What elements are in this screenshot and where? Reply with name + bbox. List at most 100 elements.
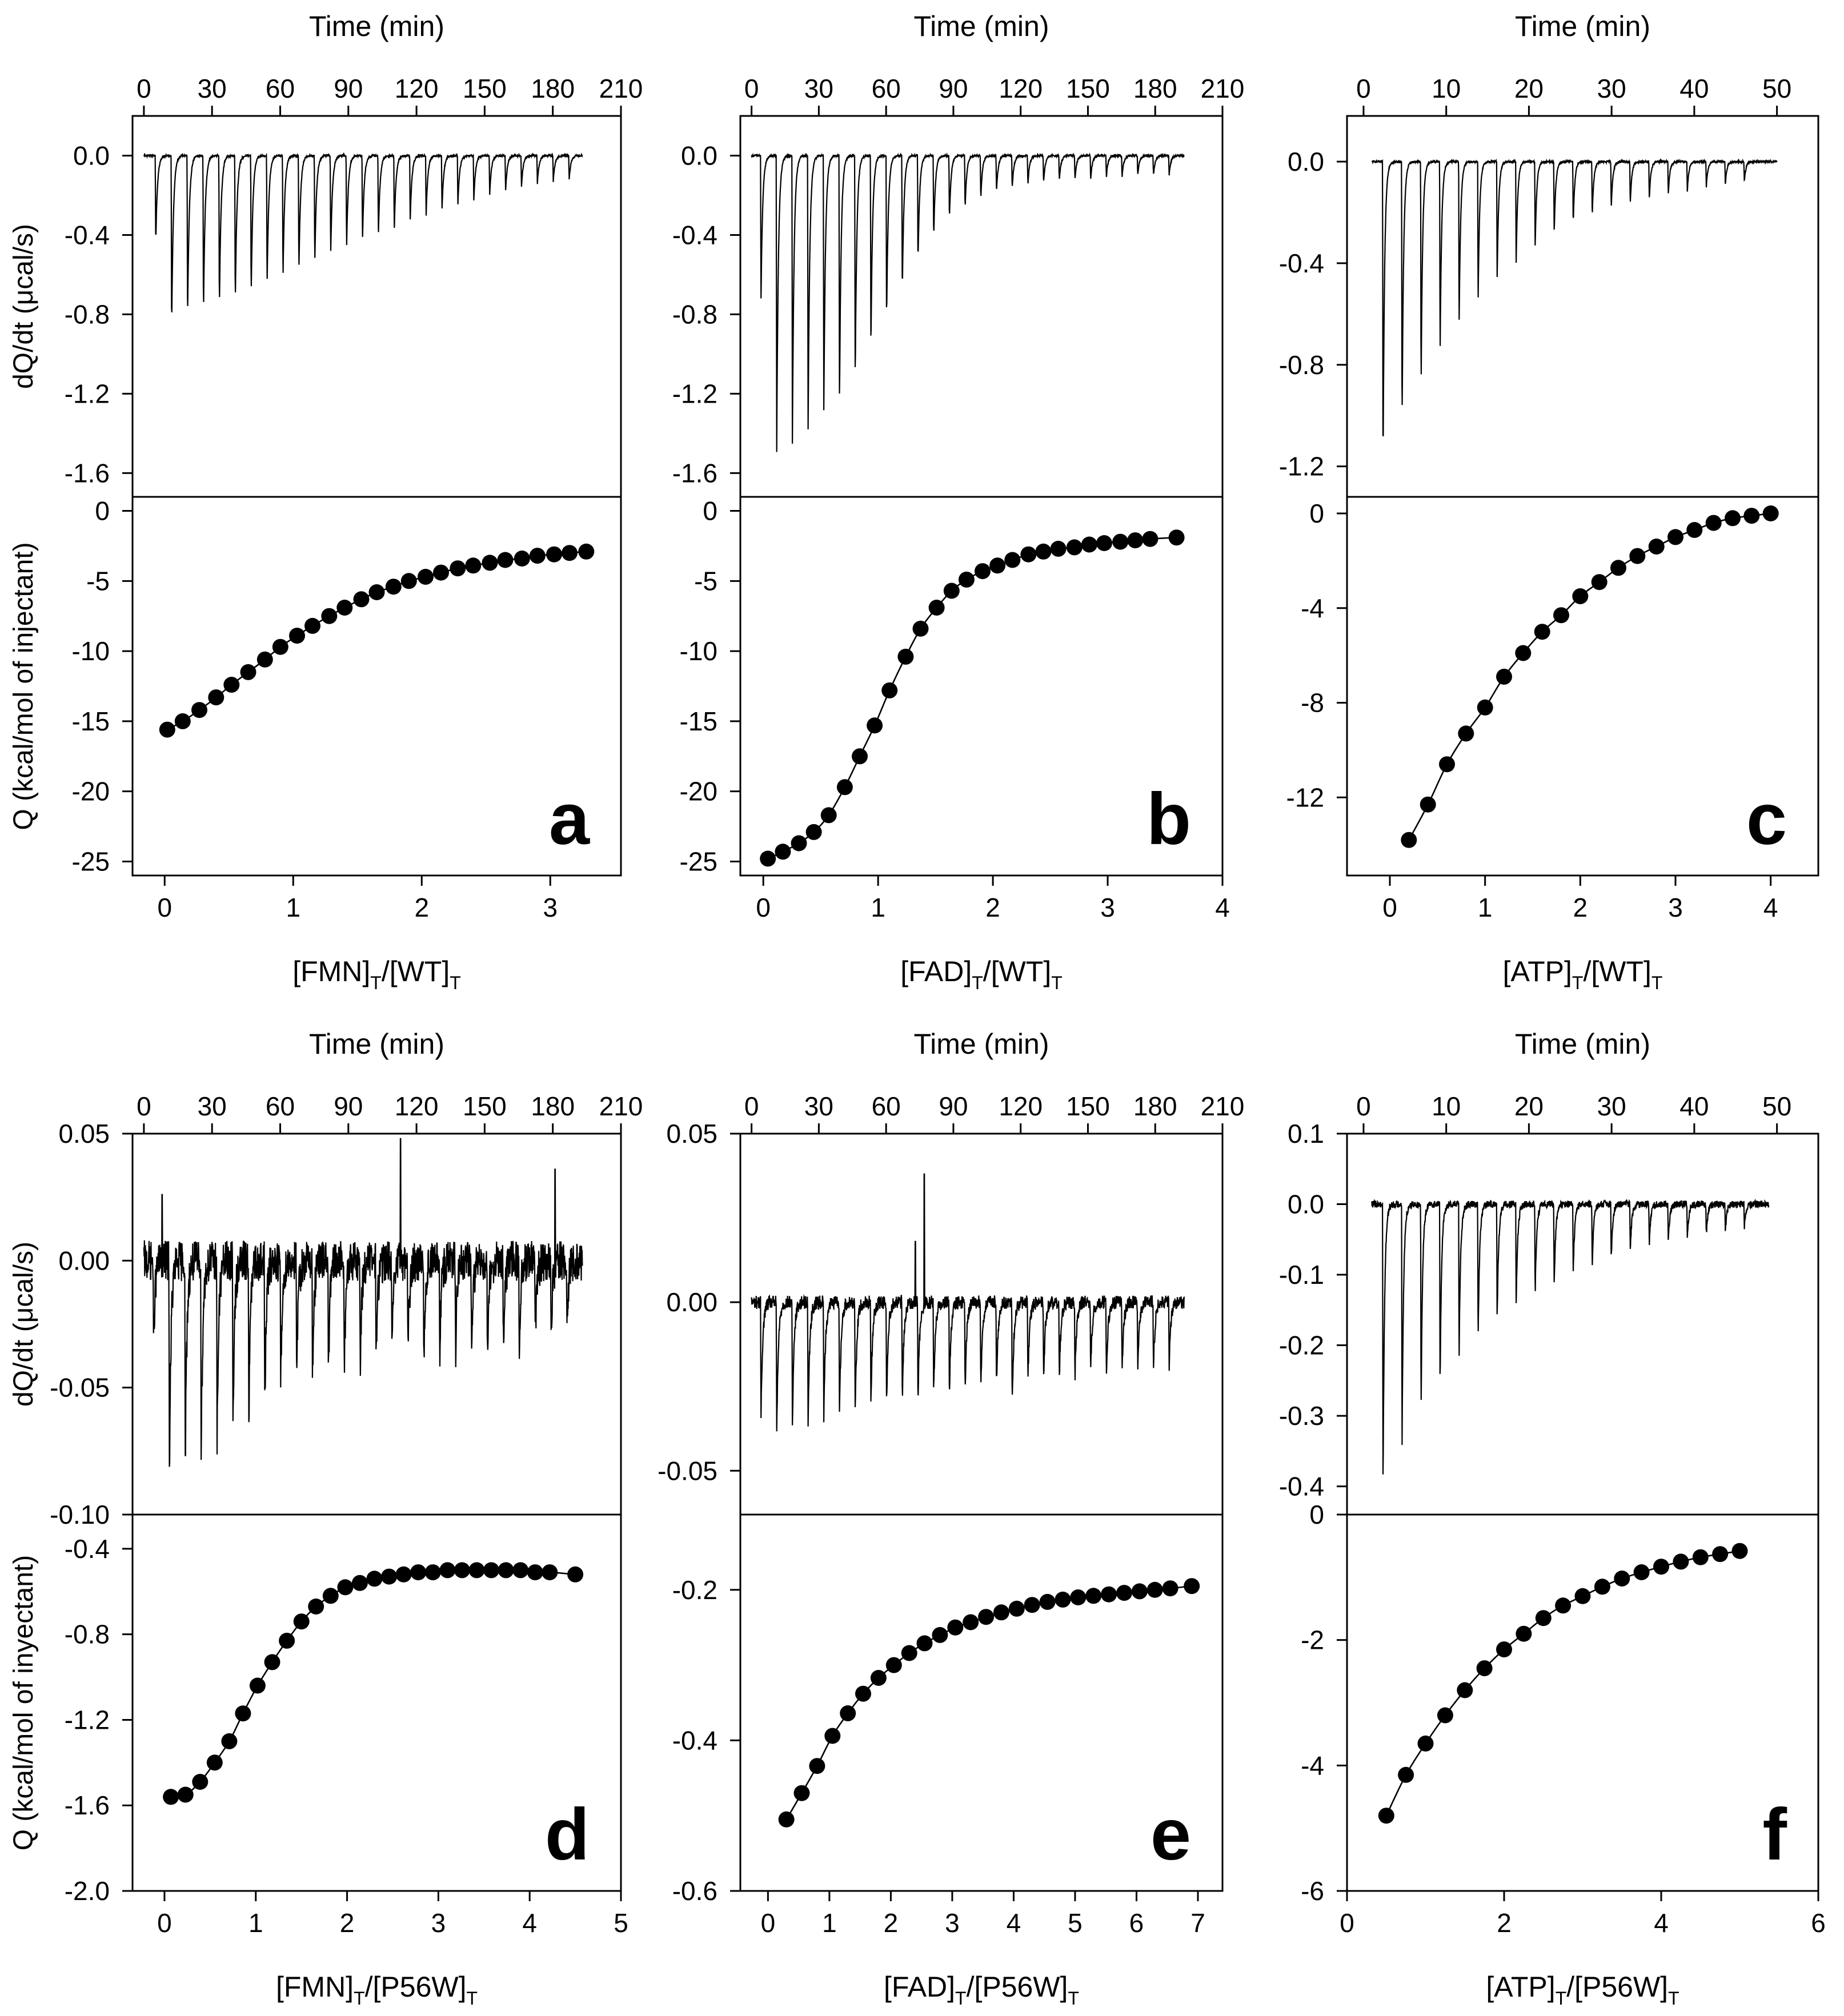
heat-tick-label: -0.2: [672, 1575, 717, 1605]
data-point: [1439, 756, 1455, 773]
data-point: [1496, 1641, 1512, 1658]
molar-ratio-tick-label: 2: [884, 1908, 899, 1938]
time-tick-label: 150: [1066, 1091, 1110, 1121]
data-point: [223, 677, 240, 693]
data-point: [322, 1588, 339, 1604]
time-axis-label: Time (min): [913, 10, 1049, 42]
data-point: [1066, 539, 1083, 556]
data-point: [206, 1754, 223, 1771]
data-point: [897, 648, 914, 665]
xlabel-ligand: [FMN]: [276, 1971, 354, 2003]
panel-letter: c: [1746, 778, 1787, 860]
xlabel-ligand: [ATP]: [1503, 955, 1572, 987]
plot-frame: [739, 1133, 1224, 1892]
data-point: [483, 1562, 500, 1579]
data-point: [418, 569, 434, 585]
data-point: [805, 824, 822, 840]
data-point: [855, 1685, 871, 1702]
data-point: [450, 560, 466, 577]
data-point: [321, 608, 338, 624]
data-point: [163, 1789, 179, 1805]
data-point: [1035, 543, 1052, 560]
heat-rate-tick-label: -0.10: [50, 1500, 110, 1529]
xlabel-protein: /[P56W]: [1566, 1971, 1668, 2003]
molar-ratio-tick-label: 1: [822, 1908, 837, 1938]
data-point: [465, 557, 482, 574]
data-point: [1142, 531, 1158, 547]
data-point: [546, 546, 562, 563]
data-point: [527, 1564, 543, 1581]
data-point: [1420, 796, 1436, 813]
heat-rate-tick-label: -0.4: [65, 220, 110, 250]
data-point: [1050, 540, 1067, 557]
panel-letter: e: [1151, 1794, 1191, 1876]
data-point: [932, 1627, 948, 1643]
data-point: [775, 844, 791, 860]
data-point: [1477, 699, 1493, 716]
heat-tick-label: 0: [95, 496, 110, 526]
data-point: [1667, 529, 1683, 545]
xlabel-subscript: T: [466, 1988, 478, 2009]
molar-ratio-axis: 0 1 2 3 4 5: [157, 1891, 628, 1938]
heat-rate-axis: 0.0 -0.4 -0.8 -1.2 -1.6: [672, 140, 740, 488]
data-point: [454, 1562, 470, 1579]
heat-rate-tick-label: -0.4: [1279, 248, 1324, 278]
time-tick-label: 10: [1432, 74, 1461, 103]
data-point: [264, 1654, 280, 1670]
data-point: [221, 1733, 238, 1749]
data-point: [1417, 1735, 1434, 1752]
time-axis: 0 30 60 90 120 150 180 210: [137, 1091, 643, 1134]
heat-tick-label: -0.6: [672, 1876, 717, 1906]
time-tick-label: 150: [1066, 74, 1110, 103]
time-axis-label: Time (min): [1515, 10, 1650, 42]
molar-ratio-tick-label: 3: [1668, 893, 1683, 922]
time-axis: 0 30 60 90 120 150 180 210: [744, 74, 1244, 116]
data-point: [192, 1774, 209, 1790]
time-tick-label: 60: [266, 74, 295, 103]
molar-ratio-tick-label: 0: [1340, 1908, 1354, 1938]
time-tick-label: 150: [463, 1091, 507, 1121]
heat-tick-label: -1.2: [65, 1705, 110, 1734]
molar-ratio-tick-label: 4: [1007, 1908, 1021, 1938]
data-point: [468, 1562, 485, 1579]
data-point: [159, 721, 175, 738]
data-point: [1437, 1707, 1453, 1724]
heat-rate-tick-label: -0.3: [1279, 1401, 1324, 1431]
data-point: [1401, 832, 1417, 848]
time-tick-label: 120: [999, 74, 1043, 103]
molar-ratio-axis: 0 1 2 3 4 5 6 7: [761, 1891, 1205, 1938]
time-tick-label: 30: [1597, 1091, 1626, 1121]
heat-tick-label: -15: [72, 706, 110, 736]
heat-axis: 0 -5 -10 -15 -20 -25: [72, 496, 133, 876]
heat-rate-tick-label: 0.00: [666, 1287, 717, 1317]
time-tick-label: 40: [1679, 1091, 1709, 1121]
heat-tick-label: -8: [1301, 688, 1324, 718]
xlabel-subscript: T: [450, 973, 461, 993]
panel-letter: f: [1762, 1794, 1787, 1876]
integrated-heat-points: [778, 1578, 1200, 1828]
heat-tick-label: 0: [1309, 499, 1324, 528]
data-point: [1731, 1543, 1748, 1559]
data-point: [778, 1811, 795, 1828]
time-axis-label: Time (min): [309, 1028, 444, 1060]
time-axis-label: Time (min): [913, 1028, 1049, 1060]
time-tick-label: 0: [1356, 74, 1371, 103]
data-point: [1112, 533, 1129, 550]
data-point: [963, 1614, 979, 1631]
heat-tick-label: -4: [1301, 1750, 1324, 1780]
heat-axis: 0 -4 -8 -12: [1286, 499, 1347, 812]
molar-ratio-tick-label: 0: [761, 1908, 776, 1938]
integrated-heat-points: [760, 529, 1185, 867]
time-tick-label: 180: [531, 1091, 575, 1121]
molar-ratio-tick-label: 7: [1190, 1908, 1205, 1938]
time-tick-label: 30: [1597, 74, 1626, 103]
plot-frame: [1346, 1133, 1819, 1892]
heat-tick-label: -25: [680, 846, 717, 876]
plot-frame: [1346, 115, 1819, 877]
heat-tick-label: -1.6: [65, 1790, 110, 1820]
heat-tick-label: -10: [680, 636, 717, 666]
data-point: [1131, 1583, 1148, 1600]
